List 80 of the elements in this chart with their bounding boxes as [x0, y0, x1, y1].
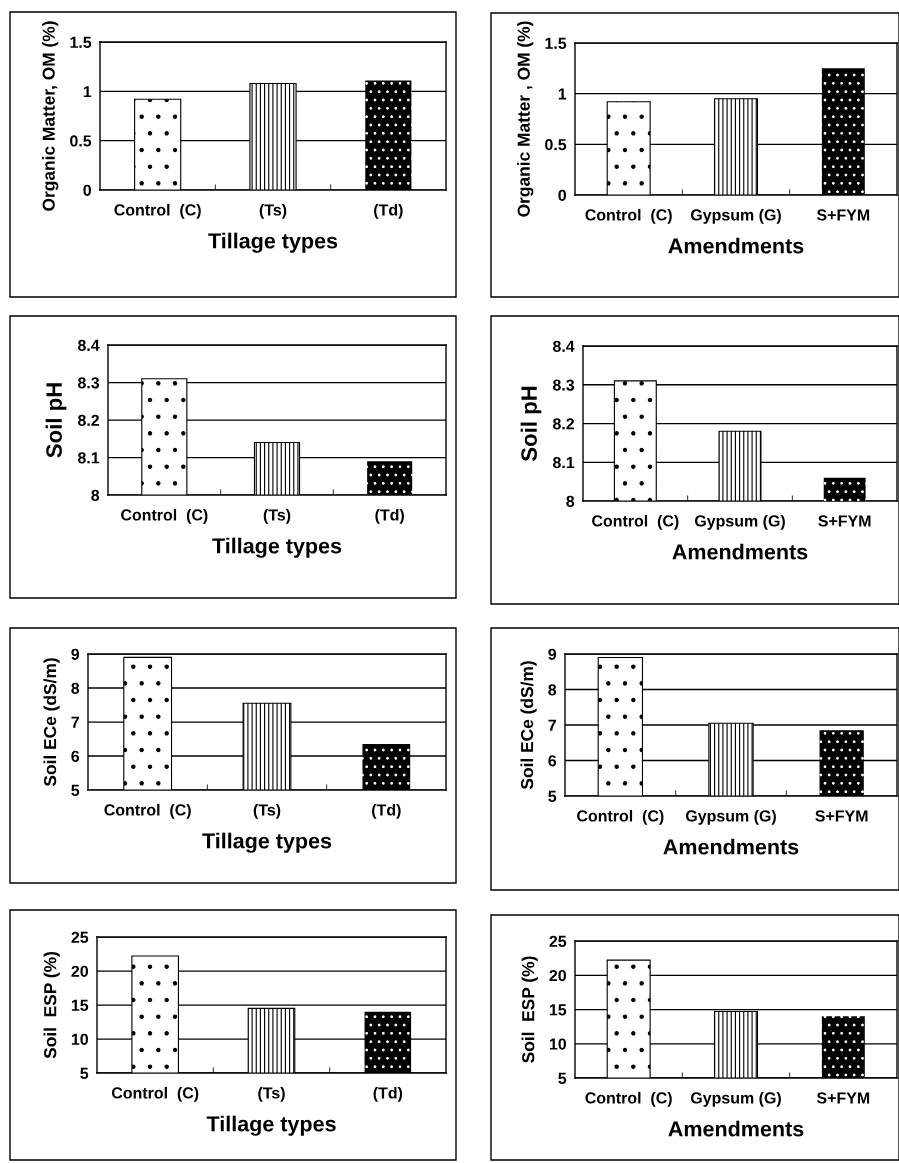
y-tick-label: 6 — [71, 750, 80, 762]
x-tick-label: Gypsum (G) — [685, 809, 776, 825]
y-tick-label: 1 — [83, 86, 92, 98]
y-tick-label: 25 — [549, 935, 567, 947]
y-axis-title: Soil pH — [520, 386, 542, 462]
x-tick-label: S+FYM — [815, 810, 868, 822]
y-tick-label: 8.2 — [552, 418, 575, 430]
bar — [821, 68, 865, 195]
x-axis-title: Amendments — [663, 838, 799, 855]
y-tick-label: 8.1 — [77, 452, 100, 464]
x-tick-label: Gypsum (G) — [690, 1091, 781, 1107]
y-tick-label: 20 — [71, 965, 89, 977]
x-axis-title: Tillage types — [206, 1115, 336, 1136]
x-tick-label: Control (C) — [104, 803, 191, 819]
x-tick-label: Control (C) — [592, 514, 679, 530]
x-tick-label: (Ts) — [253, 803, 281, 819]
y-tick-label: 8 — [71, 682, 80, 694]
y-tick-label: 6 — [548, 755, 557, 767]
x-axis-title: Amendments — [668, 1120, 804, 1137]
x-tick-label: Control (C) — [585, 1091, 672, 1107]
y-tick-label: 9 — [548, 648, 557, 660]
x-tick-label: Gypsum (G) — [690, 208, 781, 224]
y-axis-title: Organic Matter , OM (%) — [517, 21, 534, 217]
y-tick-label: 20 — [549, 969, 567, 982]
y-tick-label: 8.1 — [552, 456, 575, 469]
x-axis-title: Amendments — [672, 543, 808, 560]
y-tick-label: 5 — [558, 1072, 567, 1084]
y-tick-label: 0.5 — [70, 135, 92, 147]
y-axis-title: Organic Matter, OM (%) — [42, 21, 59, 211]
x-tick-label: Control (C) — [577, 809, 664, 825]
x-tick-label: (Td) — [372, 803, 401, 819]
x-tick-label: S+FYM — [816, 1092, 870, 1104]
x-axis-title: Amendments — [668, 237, 804, 254]
y-axis-title: Soil ECe (dS/m) — [43, 658, 60, 787]
y-tick-label: 10 — [549, 1038, 567, 1050]
y-tick-label: 0.5 — [545, 138, 567, 151]
x-tick-label: (Ts) — [258, 1086, 285, 1102]
y-tick-label: 25 — [71, 931, 89, 943]
y-axis-title: Soil ESP (%) — [43, 951, 60, 1059]
x-axis-title: Tillage types — [212, 537, 342, 558]
x-tick-label: Gypsum (G) — [694, 514, 785, 530]
x-tick-label: (Td) — [374, 203, 403, 219]
y-tick-label: 8.3 — [552, 379, 575, 391]
y-tick-label: 10 — [71, 1033, 89, 1045]
x-tick-label: Control (C) — [111, 1086, 199, 1102]
y-tick-label: 1.5 — [70, 36, 92, 48]
y-tick-label: 8 — [566, 495, 575, 507]
y-axis-title: Soil ECe (dS/m) — [520, 661, 537, 790]
y-tick-label: 8 — [91, 489, 100, 501]
bar — [365, 80, 412, 190]
x-tick-label: S+FYM — [816, 209, 870, 221]
x-tick-label: (Ts) — [263, 508, 291, 524]
x-tick-label: Control (C) — [114, 203, 201, 219]
y-tick-label: 5 — [80, 1067, 89, 1079]
y-axis-title: Soil ESP (%) — [521, 956, 538, 1063]
y-tick-label: 8.2 — [77, 414, 100, 426]
y-tick-label: 1.5 — [545, 37, 567, 49]
y-tick-label: 8.4 — [552, 340, 575, 352]
x-tick-label: (Td) — [375, 508, 404, 524]
x-tick-label: Control (C) — [585, 208, 672, 224]
x-tick-label: (Td) — [373, 1086, 403, 1102]
y-tick-label: 8.3 — [77, 377, 100, 389]
y-tick-label: 5 — [71, 784, 80, 796]
y-tick-label: 15 — [71, 999, 89, 1011]
x-tick-label: Control (C) — [121, 508, 208, 524]
x-axis-title: Tillage types — [202, 832, 332, 853]
y-tick-label: 8 — [548, 684, 557, 696]
y-axis-title: Soil pH — [45, 383, 67, 458]
x-axis-title: Tillage types — [208, 232, 338, 253]
y-tick-label: 7 — [548, 719, 556, 731]
y-tick-label: 15 — [549, 1004, 567, 1016]
x-tick-label: (Ts) — [259, 203, 287, 219]
y-tick-label: 9 — [71, 648, 80, 660]
y-tick-label: 1 — [558, 88, 567, 100]
x-tick-label: S+FYM — [818, 515, 871, 527]
y-tick-label: 0 — [558, 189, 567, 201]
y-tick-label: 0 — [83, 184, 92, 196]
y-tick-label: 5 — [548, 790, 557, 802]
y-tick-label: 8.4 — [77, 339, 100, 351]
y-tick-label: 7 — [71, 716, 79, 728]
